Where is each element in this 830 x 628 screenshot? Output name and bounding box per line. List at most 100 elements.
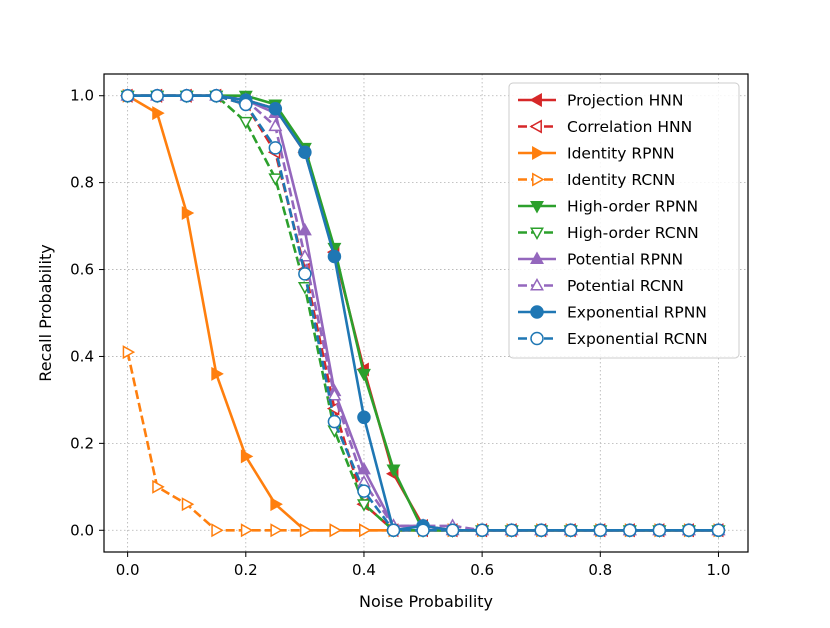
data-point [268,102,283,116]
legend-marker [529,93,542,107]
data-point [239,97,253,112]
data-point [181,497,195,512]
data-point [329,523,342,538]
data-point [299,523,313,538]
data-point [327,414,342,429]
data-point [179,88,194,103]
data-point [122,345,136,360]
data-point [297,248,312,262]
legend-box [508,82,740,359]
x-tick-label: 0.6 [470,561,494,579]
data-point [359,523,372,538]
series-exponential-rcnn [120,88,726,538]
data-point [181,206,195,221]
x-tick-label: 1.0 [707,561,731,579]
legend-label: High-order RPNN [567,198,698,216]
data-point [240,523,254,538]
legend-label: Identity RCNN [567,171,675,189]
data-point [386,464,401,477]
y-tick-label: 0.6 [70,261,94,279]
data-point [211,366,224,381]
data-point [357,484,371,498]
y-tick-label: 0.8 [70,174,94,192]
axis-ticks: 0.0 0.2 0.4 0.6 0.8 1.0 0.0 0.2 0.4 0.6 0.8 1.0 [70,87,730,579]
data-point [357,410,371,425]
data-point [268,173,283,186]
data-point [623,523,637,538]
data-point [268,141,283,155]
data-point [445,523,460,538]
data-point [386,523,401,538]
data-point [268,118,283,132]
legend-marker [530,251,544,264]
legend-label: Exponential RCNN [567,330,708,348]
legend-item-identity-rpnn: Identity RPNN [518,145,675,163]
data-point [475,523,489,538]
x-tick-label: 0.2 [234,561,258,579]
data-point [593,523,608,538]
legend-label: Correlation HNN [567,118,692,136]
data-point [682,523,696,538]
plot-frame [103,73,749,553]
legend-marker [532,172,545,187]
y-tick-label: 0.0 [70,521,94,539]
x-tick-label: 0.8 [588,561,612,579]
legend-label: Projection HNN [567,92,683,110]
y-tick-label: 0.2 [70,434,94,452]
data-point [270,497,283,512]
legend-marker [532,146,545,160]
legend-label: High-order RCNN [567,224,699,242]
y-axis-label: Recall Probability [36,244,55,381]
legend-label: Potential RCNN [567,277,684,295]
data-point [327,388,342,401]
legend-label: Identity RPNN [567,145,675,163]
series-layer [120,88,726,538]
x-axis-label: Noise Probability [359,592,493,611]
y-tick-label: 1.0 [70,87,94,105]
data-point [120,88,135,103]
data-point [356,499,371,512]
legend-marker [530,277,544,291]
legend-label: Potential RPNN [567,251,683,269]
data-point [416,523,430,538]
legend-item-exponential-rpnn: Exponential RPNN [518,304,707,322]
data-point [211,523,224,538]
data-point [298,267,312,281]
series-line-identity-rcnn [126,351,719,532]
x-tick-label: 0.4 [352,561,376,579]
data-point [152,479,165,494]
x-tick-label: 0.0 [116,561,140,579]
legend-item-exponential-rcnn: Exponential RCNN [518,330,708,348]
data-point [534,523,548,538]
y-tick-label: 0.4 [70,347,94,365]
data-point [504,523,519,538]
legend-marker [530,201,544,214]
legend-marker [529,119,542,134]
data-point [238,116,253,130]
legend-label: Exponential RPNN [567,304,707,322]
data-point [298,145,312,159]
data-point [356,368,371,382]
legend-marker [530,227,544,241]
legend-marker [530,331,544,346]
legend-item-potential-rcnn: Potential RCNN [518,277,684,295]
data-point [652,523,667,538]
data-point [564,523,578,538]
data-point [209,88,224,103]
legend-item-correlation-hnn: Correlation HNN [518,118,692,136]
data-point [327,249,342,264]
legend-item-high-order-rpnn: High-order RPNN [518,198,698,216]
legend-marker [530,305,544,319]
data-point [711,523,726,538]
legend-item-high-order-rcnn: High-order RCNN [518,224,699,242]
data-point [270,523,283,538]
legend-item-identity-rcnn: Identity RCNN [518,171,675,189]
data-point [152,106,165,121]
data-point [150,88,164,103]
legend-item-potential-rpnn: Potential RPNN [518,251,683,269]
data-point [240,449,254,464]
data-point [297,222,312,236]
legend-item-projection-hnn: Projection HNN [518,92,683,110]
